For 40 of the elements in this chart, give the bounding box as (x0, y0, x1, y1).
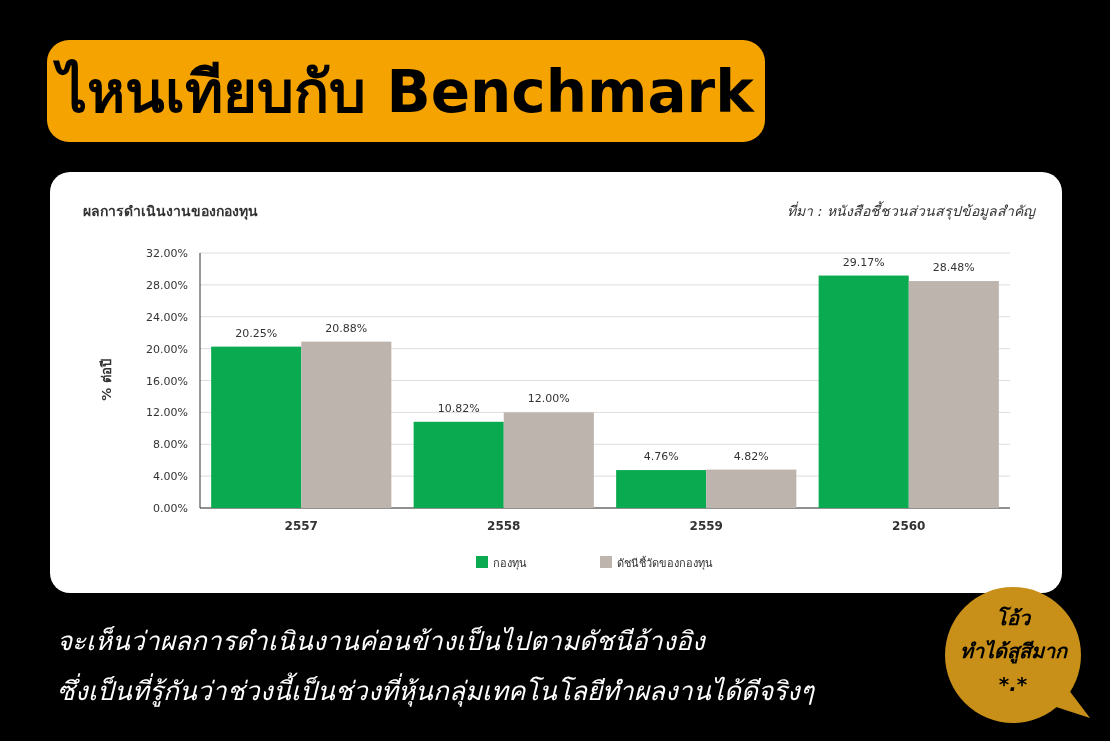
data-label: 20.88% (325, 321, 368, 335)
bar (301, 341, 392, 508)
text: ซึ่งเป็นที่รู้กันว่าช่วงนี้เป็นช่วงที่หุ้นกลุ่มเทคโนโลยีทำผลงานได้ดีจริงๆ (57, 672, 815, 707)
bar (211, 346, 302, 508)
text: ที่มา : หนังสือชี้ชวนส่วนสรุปข้อมูลสำคัญ (787, 201, 1037, 220)
x-tick-label: 2560 (892, 519, 926, 533)
bar (616, 470, 707, 508)
bar (413, 421, 504, 508)
y-tick-label: 4.00% (153, 470, 188, 484)
y-tick-label: 32.00% (146, 247, 188, 260)
text: *.* (998, 672, 1028, 696)
y-tick-label: 0.00% (153, 502, 188, 515)
data-label: 4.82% (733, 449, 769, 463)
text: โอ้ว (996, 606, 1032, 630)
y-axis-title: % ต่อปี (99, 359, 114, 401)
x-tick-label: 2557 (284, 519, 318, 533)
y-tick-label: 16.00% (146, 374, 188, 388)
chart-subtitle: ผลการดำเนินงานของกองทุน (83, 203, 258, 220)
bar (908, 281, 999, 508)
text: จะเห็นว่าผลการดำเนินงานค่อนข้างเป็นไปตามดัชนีอ้างอิง (57, 625, 707, 656)
data-label: 10.82% (437, 401, 480, 415)
data-label: 29.17% (842, 255, 885, 269)
y-tick-label: 20.00% (146, 342, 188, 356)
bar (818, 275, 909, 508)
bar (706, 469, 797, 508)
y-tick-label: 12.00% (146, 406, 188, 420)
data-label: 12.00% (527, 392, 570, 406)
data-label: 4.76% (643, 450, 679, 464)
text: ทำได้สูสีมาก (959, 639, 1069, 664)
bar (503, 412, 594, 508)
y-tick-label: 8.00% (153, 438, 188, 452)
chart-title: ไหนเทียบกับ Benchmark (52, 58, 756, 126)
legend-label: ดัชนีชี้วัดของกองทุน (617, 555, 713, 570)
y-tick-label: 24.00% (146, 310, 188, 324)
data-label: 20.25% (235, 326, 278, 340)
legend-label: กองทุน (493, 557, 527, 570)
x-tick-label: 2559 (689, 519, 723, 533)
y-tick-label: 28.00% (146, 278, 188, 292)
data-label: 28.48% (932, 261, 975, 275)
x-tick-label: 2558 (487, 519, 521, 533)
